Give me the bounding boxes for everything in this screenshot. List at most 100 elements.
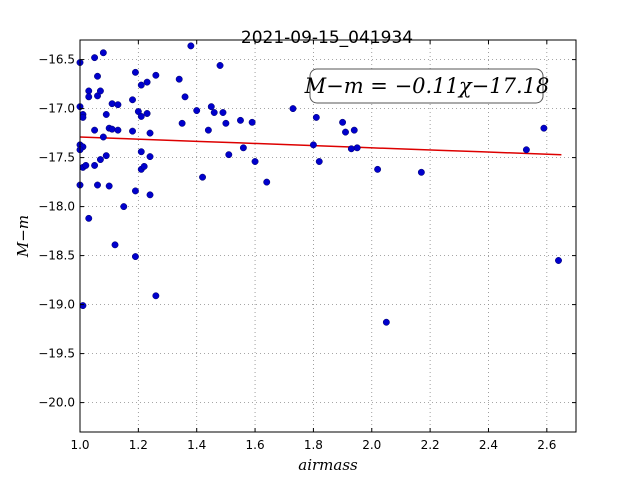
data-point <box>94 72 101 80</box>
data-point <box>199 173 206 181</box>
data-point <box>225 151 233 159</box>
data-point <box>263 178 271 186</box>
data-point <box>350 126 358 134</box>
data-point <box>82 161 90 169</box>
data-point <box>522 146 530 154</box>
y-tick-label: −18.5 <box>38 249 75 263</box>
data-point <box>114 126 122 134</box>
x-tick-label: 2.4 <box>479 438 498 452</box>
data-point <box>175 75 183 83</box>
data-point <box>315 158 323 165</box>
x-tick-label: 1.4 <box>187 438 206 452</box>
y-tick-label: −18.0 <box>38 200 75 214</box>
data-point <box>181 93 189 101</box>
x-tick-label: 1.2 <box>129 438 148 452</box>
data-point <box>131 187 139 195</box>
data-point <box>96 156 104 164</box>
data-point <box>96 87 104 95</box>
y-tick-label: −20.0 <box>38 396 75 410</box>
data-point <box>91 161 99 169</box>
data-point <box>555 257 562 264</box>
y-tick-label: −19.5 <box>38 347 75 361</box>
data-point <box>102 111 110 118</box>
data-point <box>289 105 297 113</box>
data-point <box>152 292 160 300</box>
data-point <box>99 133 107 141</box>
data-point <box>143 110 151 117</box>
data-point <box>79 113 87 121</box>
data-point <box>187 42 195 50</box>
data-point <box>193 107 201 115</box>
data-point <box>207 103 215 111</box>
x-tick-label: 1.0 <box>70 438 89 452</box>
data-point <box>129 96 136 104</box>
data-point <box>102 152 110 160</box>
data-point <box>251 158 259 165</box>
data-point <box>382 318 390 326</box>
data-point <box>237 116 244 124</box>
axis-ticks: 1.0 1.2 1.4 1.6 1.8 2.0 2.2 2.4 2.6 −16.5 −17.0 −17… <box>38 40 576 452</box>
y-tick-label: −17.0 <box>38 102 75 116</box>
x-axis-label: airmass <box>298 456 358 474</box>
data-point <box>137 148 145 156</box>
data-point <box>152 71 160 79</box>
data-point <box>108 125 116 133</box>
y-tick-label: −19.0 <box>38 298 75 312</box>
data-point <box>108 100 116 108</box>
data-point <box>248 118 256 126</box>
data-point <box>178 119 186 127</box>
data-point <box>222 119 230 127</box>
data-point <box>137 81 145 89</box>
data-point <box>210 109 218 116</box>
data-point <box>540 124 548 132</box>
data-point <box>129 127 136 135</box>
data-point <box>91 126 99 134</box>
data-point <box>312 113 320 121</box>
annotation-box <box>309 68 544 104</box>
x-tick-label: 2.2 <box>421 438 440 452</box>
data-point <box>94 181 101 189</box>
data-point <box>105 182 113 190</box>
data-point <box>417 168 425 176</box>
data-point <box>143 78 151 86</box>
chart-title: 2021-09-15_041934 <box>241 28 413 48</box>
data-point <box>339 118 347 126</box>
data-point <box>219 109 227 116</box>
y-axis-label: M−m <box>14 215 32 258</box>
data-point <box>114 101 122 109</box>
data-point <box>374 165 382 173</box>
data-point <box>111 241 119 249</box>
data-point <box>85 93 93 101</box>
data-point <box>140 162 148 170</box>
data-point <box>146 153 154 161</box>
y-tick-label: −16.5 <box>38 53 75 67</box>
x-tick-label: 1.6 <box>246 438 265 452</box>
data-point <box>137 112 145 120</box>
x-tick-label: 1.8 <box>304 438 323 452</box>
data-point <box>85 214 93 222</box>
data-point <box>239 144 247 152</box>
data-point <box>99 49 107 57</box>
data-point <box>91 54 99 62</box>
fit-line-layer <box>79 136 562 156</box>
data-point <box>342 128 349 136</box>
x-tick-label: 2.6 <box>537 438 556 452</box>
data-point <box>79 302 87 310</box>
fit-annotation: M−m = −0.11χ−17.18 <box>304 68 550 104</box>
data-point <box>309 141 317 149</box>
fit-equation: M−m = −0.11χ−17.18 <box>304 74 550 98</box>
plot-frame <box>79 39 577 433</box>
data-point <box>85 87 93 95</box>
data-point <box>146 129 154 137</box>
x-tick-label: 2.0 <box>362 438 381 452</box>
data-points <box>76 42 562 326</box>
fit-line <box>79 136 562 156</box>
data-point <box>120 203 128 211</box>
data-point <box>146 191 154 199</box>
data-point <box>347 145 355 153</box>
data-point <box>216 62 224 69</box>
data-point <box>353 144 361 152</box>
y-tick-label: −17.5 <box>38 151 75 165</box>
data-point <box>131 253 139 261</box>
